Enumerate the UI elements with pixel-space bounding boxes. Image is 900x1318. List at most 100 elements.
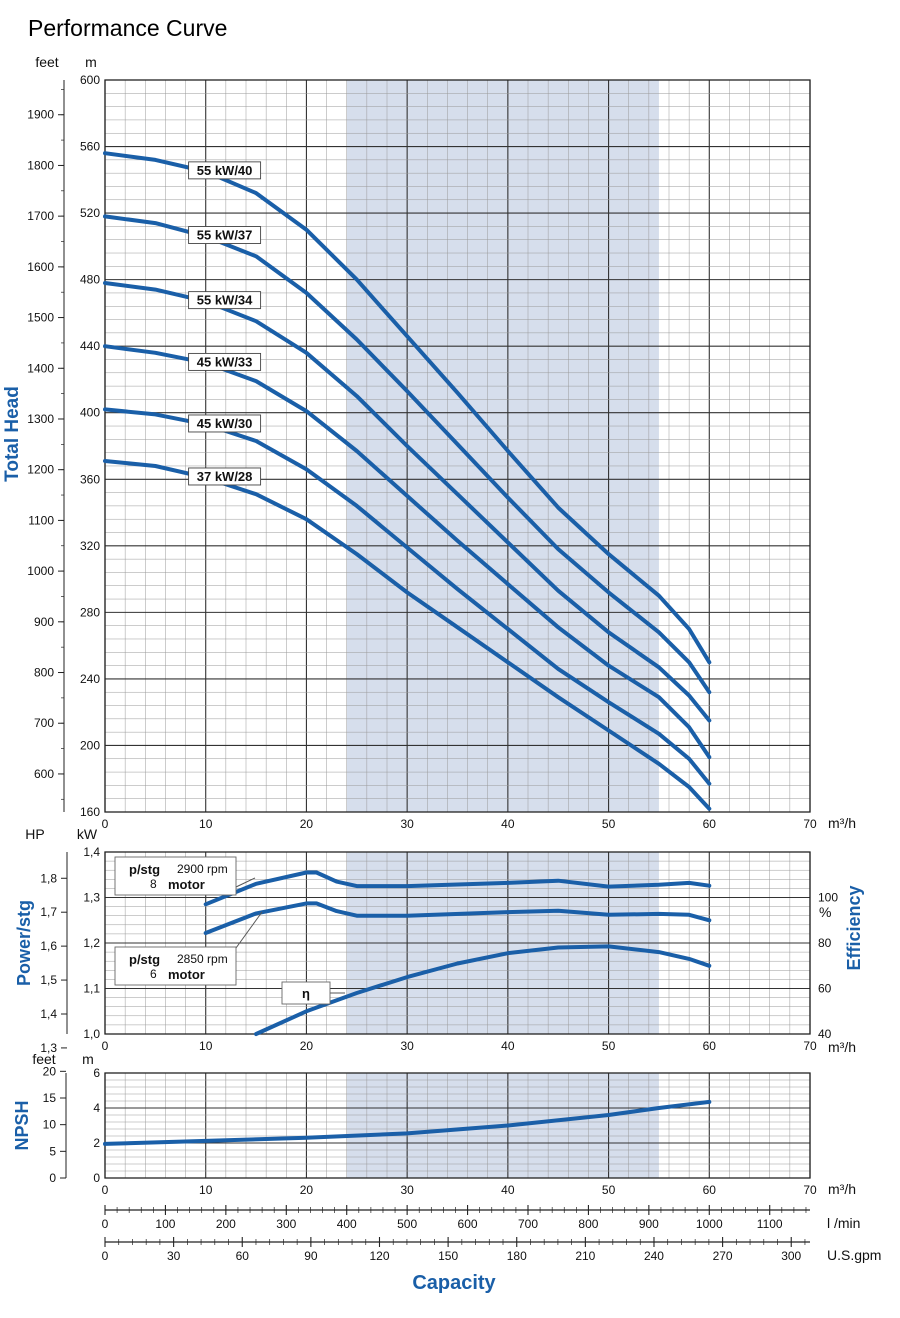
y-tick-label-m: 440 [80, 339, 100, 353]
x-tick-label: 40 [501, 1039, 515, 1053]
x-tick-label: 30 [400, 817, 414, 831]
power-curve [203, 901, 712, 935]
kw-unit-label: kW [77, 826, 98, 842]
y-tick-label-m: 600 [80, 73, 100, 87]
y2-unit-label: m [85, 54, 97, 70]
annotation-motor: motor [168, 877, 205, 892]
gpm-unit-label: U.S.gpm [827, 1247, 881, 1263]
lmin-tick-label: 0 [102, 1217, 109, 1231]
y2-unit-label: % [819, 904, 831, 920]
x-tick-label: 0 [102, 1039, 109, 1053]
lmin-tick-label: 400 [337, 1217, 357, 1231]
gpm-tick-label: 210 [575, 1249, 595, 1263]
lmin-tick-label: 200 [216, 1217, 236, 1231]
y-tick-label-feet: 20 [43, 1064, 57, 1078]
series-label-box [188, 291, 262, 310]
y-tick-label-hp: 1,7 [40, 905, 57, 919]
y-tick-label-feet: 15 [43, 1091, 57, 1105]
gpm-tick-label: 120 [369, 1249, 389, 1263]
power-panel: HP kW 1,0 1,1 1,2 1,3 1,4 1,3 1,4 1,5 1,6 1,7 1,8 40 6… [14, 826, 864, 1055]
y-tick-label-hp: 1,8 [40, 871, 57, 885]
x-tick-label: 20 [300, 1183, 314, 1197]
y-tick-label-feet: 1700 [27, 209, 54, 223]
feet-unit-label: feet [32, 1051, 55, 1067]
y-tick-label-m: 520 [80, 206, 100, 220]
y-tick-label-m: 400 [80, 406, 100, 420]
y-tick-label-hp: 1,6 [40, 939, 57, 953]
lmin-tick-label: 100 [155, 1217, 175, 1231]
plot-frame [104, 79, 811, 813]
x-tick-label: 40 [501, 1183, 515, 1197]
annotation-motor: motor [168, 967, 205, 982]
y-tick-label-feet: 5 [49, 1144, 56, 1158]
series-label: 55 kW/34 [197, 293, 253, 308]
x-unit-label: m³/h [828, 1039, 856, 1055]
x-tick-label: 50 [602, 1039, 616, 1053]
npsh-curve [103, 1099, 712, 1146]
y-tick-label-kw: 1,0 [83, 1027, 100, 1041]
x-tick-label: 60 [703, 1039, 717, 1053]
annotation-pstg: p/stg [129, 952, 160, 967]
y2-tick-label: 80 [818, 936, 832, 950]
lmin-tick-label: 1100 [757, 1217, 783, 1231]
y-tick-label-feet: 1600 [27, 260, 54, 274]
plot-frame [104, 851, 811, 1035]
annotation-motor-size: 8 [150, 877, 157, 891]
y-tick-label-hp: 1,3 [40, 1041, 57, 1055]
y-tick-label-feet: 1900 [27, 108, 54, 122]
chart-title: Performance Curve [28, 15, 227, 41]
y-tick-label-kw: 1,4 [83, 845, 100, 859]
annotation-pstg: p/stg [129, 862, 160, 877]
head-panel: mfeet16020024028032036040044048052056060… [2, 54, 856, 831]
y-tick-label-m: 0 [93, 1171, 100, 1185]
y-tick-label-m: 4 [93, 1101, 100, 1115]
y-tick-label-kw: 1,3 [83, 891, 100, 905]
y-tick-label-m: 360 [80, 472, 100, 486]
x-tick-label: 20 [300, 817, 314, 831]
annotation-motor-size: 6 [150, 967, 157, 981]
y-axis-title: Power/stg [14, 900, 34, 986]
annotation-box [281, 981, 331, 1005]
x-tick-label: 10 [199, 1039, 213, 1053]
x-tick-label: 70 [803, 817, 817, 831]
y-tick-label-m: 200 [80, 738, 100, 752]
annotation-box [114, 856, 237, 896]
y-tick-label-feet: 900 [34, 615, 54, 629]
y-tick-label-feet: 600 [34, 767, 54, 781]
gpm-tick-label: 0 [102, 1249, 109, 1263]
annotation-box [114, 946, 237, 986]
y-tick-label-feet: 1300 [27, 412, 54, 426]
y-tick-label-feet: 1200 [27, 463, 54, 477]
lmin-tick-label: 700 [518, 1217, 538, 1231]
y-tick-label-m: 480 [80, 273, 100, 287]
y-tick-label-feet: 700 [34, 716, 54, 730]
series-label-box [188, 467, 262, 486]
x-tick-label: 30 [400, 1039, 414, 1053]
hp-unit-label: HP [25, 826, 44, 842]
y-tick-label-m: 6 [93, 1066, 100, 1080]
annotation-rpm: 2900 rpm [177, 862, 228, 876]
y-tick-label-m: 560 [80, 140, 100, 154]
series-label: 45 kW/30 [197, 416, 253, 431]
y-tick-label-feet: 10 [43, 1118, 57, 1132]
lmin-tick-label: 600 [458, 1217, 478, 1231]
m-unit-label: m [82, 1051, 94, 1067]
y-tick-label-m: 280 [80, 605, 100, 619]
y-tick-label-m: 240 [80, 672, 100, 686]
gpm-tick-label: 240 [644, 1249, 664, 1263]
y-tick-label-feet: 1500 [27, 311, 54, 325]
bottom-axes: 0 100 200 300 400 500 600 700 800 900 1000 1100 l /m… [102, 1205, 881, 1294]
series-label: 37 kW/28 [197, 469, 253, 484]
x-tick-label: 70 [803, 1183, 817, 1197]
x-tick-label: 20 [300, 1039, 314, 1053]
y-axis-title: Total Head [2, 386, 23, 482]
x-tick-label: 60 [703, 817, 717, 831]
y2-tick-label: 40 [818, 1027, 832, 1041]
x-axis-title: Capacity [412, 1272, 496, 1294]
y-tick-label-feet: 0 [49, 1171, 56, 1185]
x-tick-label: 50 [602, 1183, 616, 1197]
gpm-tick-label: 150 [438, 1249, 458, 1263]
y-tick-label-hp: 1,4 [40, 1007, 57, 1021]
